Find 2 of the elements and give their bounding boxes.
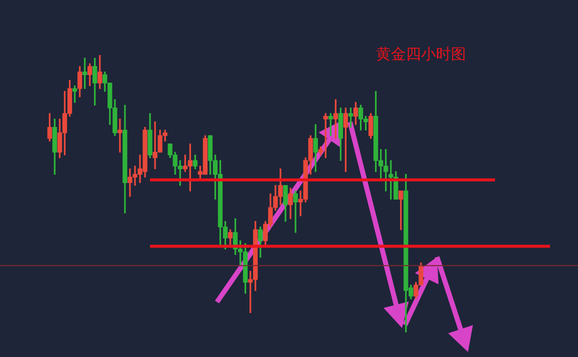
candlestick	[293, 190, 298, 233]
chart-title: 黄金四小时图	[376, 45, 466, 64]
